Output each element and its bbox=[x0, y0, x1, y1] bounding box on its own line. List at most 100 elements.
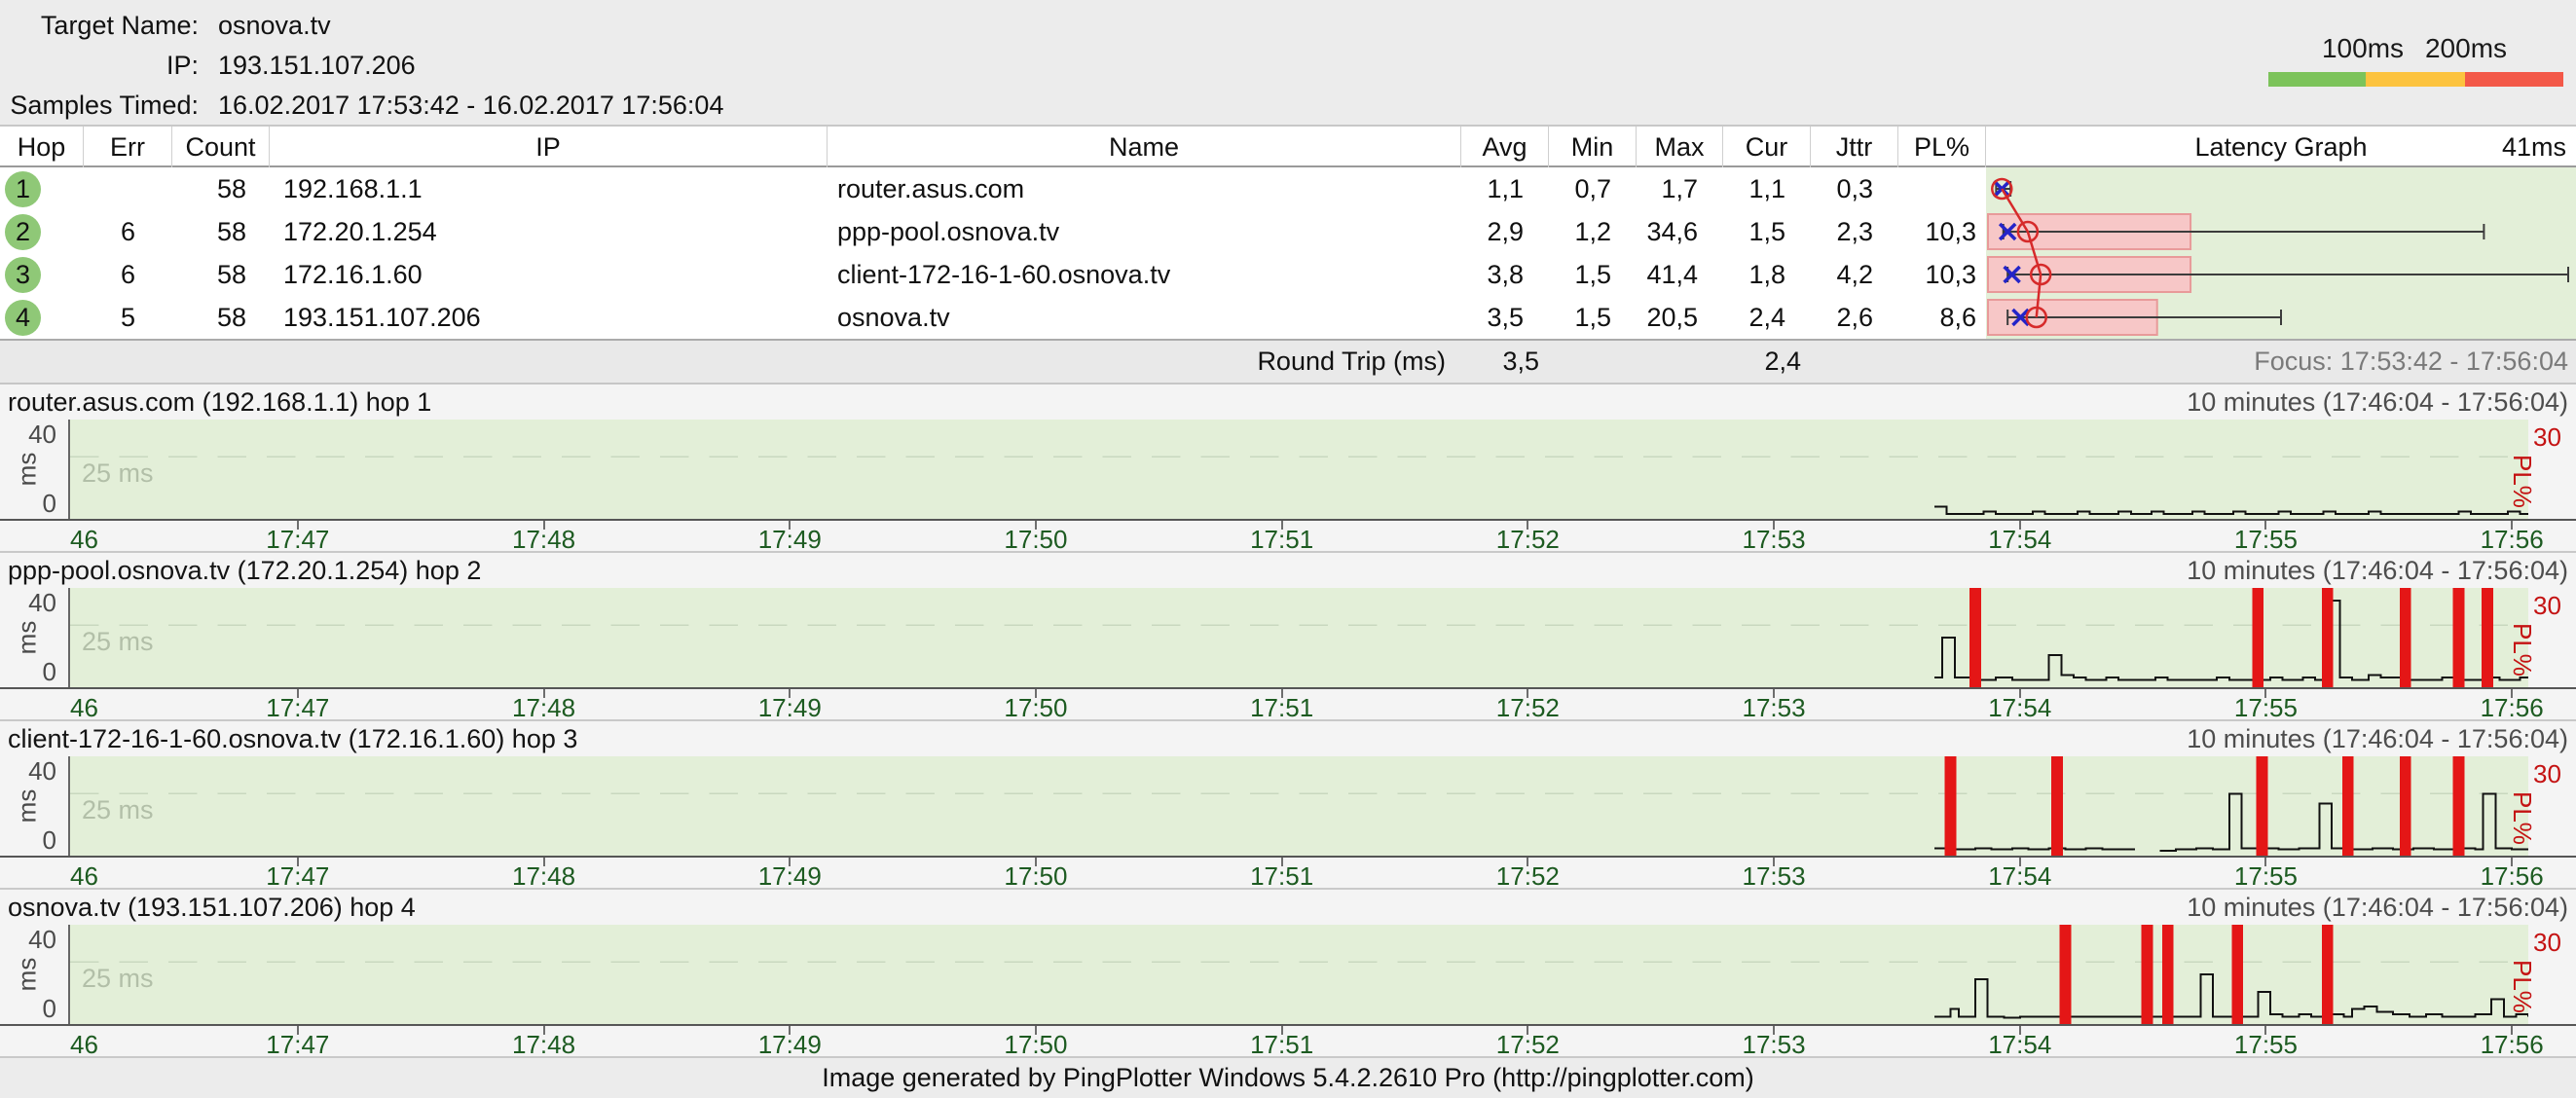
table-row-hop2[interactable]: 2 6 58 172.20.1.254 ppp-pool.osnova.tv 2… bbox=[0, 210, 2576, 253]
time-tick-label: 17:49 bbox=[757, 693, 822, 721]
y-axis-unit-label: ms bbox=[12, 957, 42, 992]
time-tick bbox=[2264, 521, 2267, 530]
time-tick-label: 17:51 bbox=[1250, 861, 1314, 890]
latency-timeline-plot[interactable]: 25 ms bbox=[68, 588, 2528, 687]
time-tick-label: 17:56 bbox=[2480, 861, 2544, 890]
avg-cell: 2,9 bbox=[1487, 216, 1524, 246]
hop-badge: 4 bbox=[5, 299, 41, 336]
col-min: Min bbox=[1549, 127, 1637, 167]
time-tick bbox=[542, 689, 545, 698]
time-tick bbox=[2264, 1026, 2267, 1035]
table-row-hop1[interactable]: 1 58 192.168.1.1 router.asus.com 1,1 0,7… bbox=[0, 167, 2576, 210]
y-axis-min-label: 0 bbox=[42, 994, 56, 1023]
ip-cell: 193.151.107.206 bbox=[283, 302, 481, 332]
target-name-field: Target Name: osnova.tv bbox=[0, 6, 2576, 46]
time-tick-label: 17:48 bbox=[512, 1030, 576, 1058]
latency-timeline-plot[interactable]: 25 ms bbox=[68, 925, 2528, 1024]
jttr-cell: 0,3 bbox=[1836, 173, 1873, 203]
samples-timed-field: Samples Timed: 16.02.2017 17:53:42 - 16.… bbox=[0, 86, 2576, 126]
time-tick-label: 17:50 bbox=[1004, 861, 1068, 890]
time-tick bbox=[789, 521, 791, 530]
time-tick bbox=[542, 1026, 545, 1035]
time-axis-start-label: 46 bbox=[70, 861, 98, 890]
err-cell bbox=[84, 167, 172, 210]
y-axis-max-label: 40 bbox=[28, 756, 56, 786]
timeline-graph-hop4: osnova.tv (193.151.107.206) hop 4 10 min… bbox=[0, 890, 2576, 1058]
count-cell: 58 bbox=[216, 216, 246, 246]
max-cell: 41,4 bbox=[1646, 259, 1698, 289]
time-tick-label: 17:55 bbox=[2233, 861, 2298, 890]
time-tick-label: 17:53 bbox=[1742, 1030, 1806, 1058]
time-tick bbox=[2018, 689, 2021, 698]
pl-axis-max-label: 30 bbox=[2533, 591, 2561, 620]
jttr-cell: 2,6 bbox=[1836, 302, 1873, 332]
ip-value: 193.151.107.206 bbox=[218, 51, 416, 80]
time-tick-label: 17:52 bbox=[1495, 861, 1560, 890]
count-cell: 58 bbox=[216, 173, 246, 203]
target-name-label: Target Name: bbox=[40, 11, 199, 40]
jttr-cell: 2,3 bbox=[1836, 216, 1873, 246]
graph-title: osnova.tv (193.151.107.206) hop 4 bbox=[8, 892, 416, 922]
time-tick bbox=[296, 1026, 299, 1035]
time-tick bbox=[1280, 521, 1283, 530]
focus-range-label: Focus: 17:53:42 - 17:56:04 bbox=[2254, 347, 2568, 376]
time-tick bbox=[1034, 689, 1037, 698]
time-tick-label: 17:53 bbox=[1742, 525, 1806, 553]
time-tick bbox=[1034, 521, 1037, 530]
round-trip-row: Round Trip (ms) 3,5 2,4 Focus: 17:53:42 … bbox=[0, 339, 2576, 384]
time-tick bbox=[1280, 689, 1283, 698]
col-ip: IP bbox=[270, 127, 828, 167]
time-axis-start-label: 46 bbox=[70, 1030, 98, 1058]
time-tick-label: 17:54 bbox=[1988, 693, 2052, 721]
hop-table: Hop Err Count IP Name Avg Min Max Cur Jt… bbox=[0, 127, 2576, 384]
target-name-value: osnova.tv bbox=[218, 11, 331, 40]
time-tick-label: 17:52 bbox=[1495, 693, 1560, 721]
err-cell: 6 bbox=[120, 216, 136, 246]
pl-axis-unit-label: PL% bbox=[2508, 623, 2537, 677]
time-tick-label: 17:53 bbox=[1742, 693, 1806, 721]
cur-cell: 2,4 bbox=[1748, 302, 1785, 332]
time-tick bbox=[2018, 1026, 2021, 1035]
y-axis-min-label: 0 bbox=[42, 489, 56, 518]
col-jttr: Jttr bbox=[1811, 127, 1898, 167]
time-tick-label: 17:47 bbox=[266, 861, 330, 890]
time-tick bbox=[2511, 521, 2514, 530]
y-axis-max-label: 40 bbox=[28, 588, 56, 617]
latency-timeline-plot[interactable]: 25 ms bbox=[68, 756, 2528, 856]
col-latency-graph: Latency Graph 41ms bbox=[1986, 127, 2576, 167]
table-row-hop3[interactable]: 3 6 58 172.16.1.60 client-172-16-1-60.os… bbox=[0, 253, 2576, 296]
col-max: Max bbox=[1637, 127, 1723, 167]
time-tick bbox=[1034, 858, 1037, 866]
count-cell: 58 bbox=[216, 259, 246, 289]
time-tick-label: 17:47 bbox=[266, 525, 330, 553]
time-tick-label: 17:52 bbox=[1495, 1030, 1560, 1058]
time-tick bbox=[542, 858, 545, 866]
max-cell: 34,6 bbox=[1646, 216, 1698, 246]
pl-axis-max-label: 30 bbox=[2533, 928, 2561, 957]
time-tick-label: 17:55 bbox=[2233, 525, 2298, 553]
graph-range-label: 10 minutes (17:46:04 - 17:56:04) bbox=[2187, 555, 2568, 585]
pl-cell: 10,3 bbox=[1925, 216, 1976, 246]
graph-title: client-172-16-1-60.osnova.tv (172.16.1.6… bbox=[8, 723, 578, 753]
min-cell: 1,5 bbox=[1574, 302, 1611, 332]
name-cell: osnova.tv bbox=[837, 302, 950, 332]
max-cell: 1,7 bbox=[1661, 173, 1698, 203]
y-axis-min-label: 0 bbox=[42, 825, 56, 855]
graph-title: ppp-pool.osnova.tv (172.20.1.254) hop 2 bbox=[8, 555, 482, 585]
samples-timed-label: Samples Timed: bbox=[10, 91, 199, 120]
legend-color-bar bbox=[2268, 72, 2563, 87]
jttr-cell: 4,2 bbox=[1836, 259, 1873, 289]
time-tick bbox=[1034, 1026, 1037, 1035]
time-axis: 17:47 17:48 17:49 17:50 17:51 17:52 17:53 17:54… bbox=[0, 1024, 2576, 1058]
name-cell: ppp-pool.osnova.tv bbox=[837, 216, 1060, 246]
pl-axis-max-label: 30 bbox=[2533, 759, 2561, 788]
time-tick-label: 17:51 bbox=[1250, 693, 1314, 721]
legend-good-swatch bbox=[2268, 72, 2366, 87]
hop-badge: 3 bbox=[5, 256, 41, 293]
latency-timeline-plot[interactable]: 25 ms bbox=[68, 420, 2528, 519]
time-tick-label: 17:50 bbox=[1004, 525, 1068, 553]
pl-axis-unit-label: PL% bbox=[2508, 791, 2537, 845]
time-axis: 17:47 17:48 17:49 17:50 17:51 17:52 17:53 17:54… bbox=[0, 687, 2576, 721]
footer: Image generated by PingPlotter Windows 5… bbox=[0, 1058, 2576, 1098]
table-row-hop4[interactable]: 4 5 58 193.151.107.206 osnova.tv 3,5 1,5… bbox=[0, 296, 2576, 339]
